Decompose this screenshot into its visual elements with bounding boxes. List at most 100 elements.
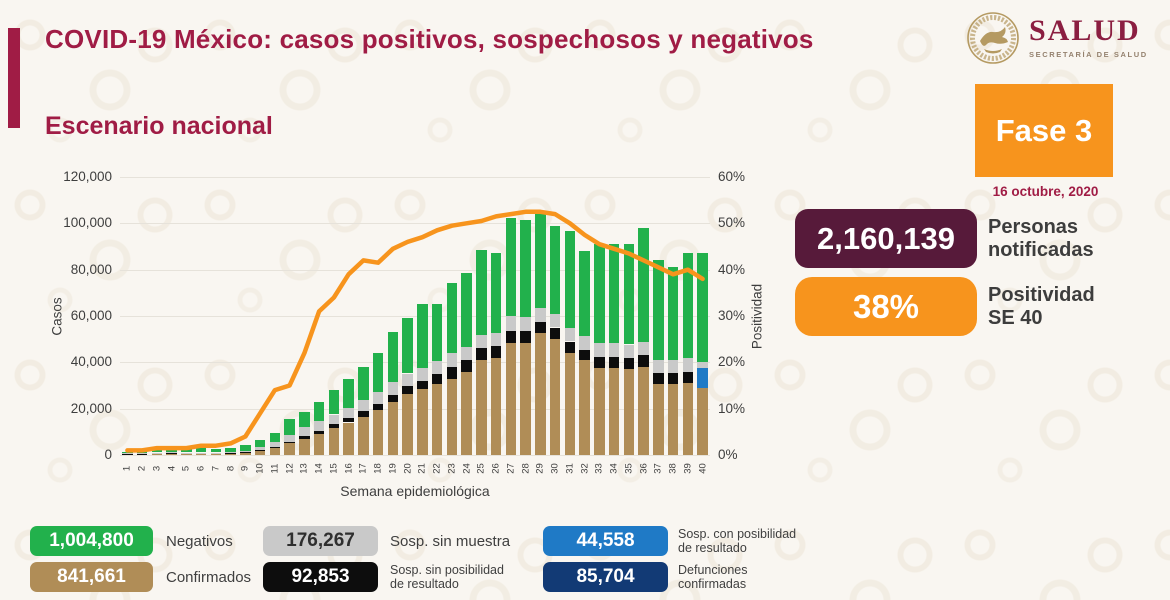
bar-week-40-segment xyxy=(697,253,708,362)
bar-week-7-segment xyxy=(210,452,222,454)
x-tick-week: 6 xyxy=(195,465,207,472)
bar-week-15-segment xyxy=(328,414,340,425)
bar-week-11-segment xyxy=(269,448,281,456)
y-tick-right: 0% xyxy=(718,447,738,462)
bar-week-29-segment xyxy=(535,333,546,455)
bar-week-34-segment xyxy=(608,244,620,343)
x-tick-week: 15 xyxy=(328,463,340,474)
bar-week-25-segment xyxy=(476,249,487,336)
bar-week-22-segment xyxy=(431,384,443,455)
x-tick-week: 34 xyxy=(608,463,620,474)
x-tick-week: 31 xyxy=(564,463,576,474)
gridline xyxy=(120,269,710,271)
bar-week-30-segment xyxy=(549,226,561,315)
section-title: Escenario nacional xyxy=(45,112,273,140)
bar-week-3-segment xyxy=(151,453,163,455)
x-tick-week: 18 xyxy=(372,463,384,474)
bar-week-15-segment xyxy=(328,428,340,455)
x-tick-week: 36 xyxy=(638,463,650,474)
legend-badge-sosp-con-posibilidad: 44,558 xyxy=(543,526,668,556)
bar-week-11-segment xyxy=(269,446,281,449)
bar-week-17-segment xyxy=(358,416,369,455)
bar-week-38-segment xyxy=(667,267,679,360)
bar-week-8-segment xyxy=(225,453,236,455)
bar-week-6-segment xyxy=(195,452,207,454)
bar-week-28-segment xyxy=(520,317,531,332)
bar-week-15-segment xyxy=(328,424,340,429)
x-tick-week: 10 xyxy=(254,463,266,474)
bar-week-39-segment xyxy=(682,357,694,372)
bar-week-14-segment xyxy=(313,401,325,422)
bar-week-36-segment xyxy=(638,355,649,367)
bar-week-31-segment xyxy=(564,328,576,342)
x-tick-week: 1 xyxy=(121,465,133,472)
x-tick-week: 2 xyxy=(136,465,148,472)
legend-badge-sosp-sin-posibilidad: 92,853 xyxy=(263,562,378,592)
x-tick-week: 7 xyxy=(210,465,222,472)
bar-week-12-segment xyxy=(284,434,295,442)
bar-week-40-segment xyxy=(697,387,708,455)
bar-week-21-segment xyxy=(417,380,428,389)
bar-week-18-segment xyxy=(372,403,384,410)
bar-week-9-segment xyxy=(240,445,251,451)
x-tick-week: 24 xyxy=(461,463,473,474)
x-tick-week: 21 xyxy=(416,463,428,474)
x-tick-week: 11 xyxy=(269,463,281,474)
bar-week-3-segment xyxy=(151,448,163,453)
bar-week-21-segment xyxy=(417,368,428,381)
bar-week-32-segment xyxy=(579,360,590,455)
bar-week-8-segment xyxy=(225,448,236,453)
bar-week-24-segment xyxy=(461,371,472,455)
x-tick-week: 32 xyxy=(579,463,591,474)
bar-week-24-segment xyxy=(461,272,472,347)
x-tick-week: 17 xyxy=(357,463,369,474)
legend-label-defunciones: Defunciones confirmadas xyxy=(678,563,748,591)
x-tick-week: 14 xyxy=(313,463,325,474)
bar-week-22-segment xyxy=(431,360,443,374)
bar-week-26-segment xyxy=(490,346,502,358)
bar-week-32-segment xyxy=(579,251,590,337)
bar-week-30-segment xyxy=(549,327,561,340)
x-tick-week: 40 xyxy=(697,463,709,474)
legend-badge-sosp-sin-muestra: 176,267 xyxy=(263,526,378,556)
bar-week-40-segment xyxy=(697,361,708,369)
bar-week-5-segment xyxy=(181,448,192,453)
bar-week-28-segment xyxy=(520,331,531,343)
bar-week-25-segment xyxy=(476,348,487,360)
x-tick-week: 39 xyxy=(682,463,694,474)
report-date: 16 octubre, 2020 xyxy=(992,184,1099,199)
bar-week-16-segment xyxy=(343,378,354,408)
legend-badge-defunciones: 85,704 xyxy=(543,562,668,592)
persons-notified-label: Personas notificadas xyxy=(988,215,1094,261)
bar-week-35-segment xyxy=(623,357,635,370)
legend-label-sosp-con-posibilidad: Sosp. con posibilidad de resultado xyxy=(678,527,797,555)
bar-week-38-segment xyxy=(667,359,679,373)
gov-seal-icon xyxy=(967,12,1019,64)
bar-week-31-segment xyxy=(564,353,576,455)
gridline xyxy=(120,455,710,456)
bar-week-34-segment xyxy=(608,356,620,369)
y-tick-left: 60,000 xyxy=(70,308,112,323)
bar-week-13-segment xyxy=(299,412,310,428)
bar-week-4-segment xyxy=(166,452,177,454)
bar-week-19-segment xyxy=(387,332,399,382)
bar-week-37-segment xyxy=(653,384,664,455)
bar-week-14-segment xyxy=(313,430,325,435)
bar-week-26-segment xyxy=(490,357,502,455)
bar-week-23-segment xyxy=(446,378,458,456)
bar-week-8-segment xyxy=(225,452,236,454)
bar-week-23-segment xyxy=(446,353,458,367)
x-tick-week: 33 xyxy=(593,463,605,474)
x-tick-week: 12 xyxy=(284,463,296,474)
bar-week-18-segment xyxy=(372,353,384,393)
y-tick-left: 40,000 xyxy=(70,354,112,370)
bar-week-36-segment xyxy=(638,228,649,343)
bar-week-13-segment xyxy=(299,436,310,439)
y-tick-left: 20,000 xyxy=(70,400,112,416)
bar-week-39-segment xyxy=(682,383,694,455)
y-tick-left: 0 xyxy=(104,447,112,462)
bar-week-27-segment xyxy=(505,342,517,455)
bar-week-25-segment xyxy=(476,360,487,455)
